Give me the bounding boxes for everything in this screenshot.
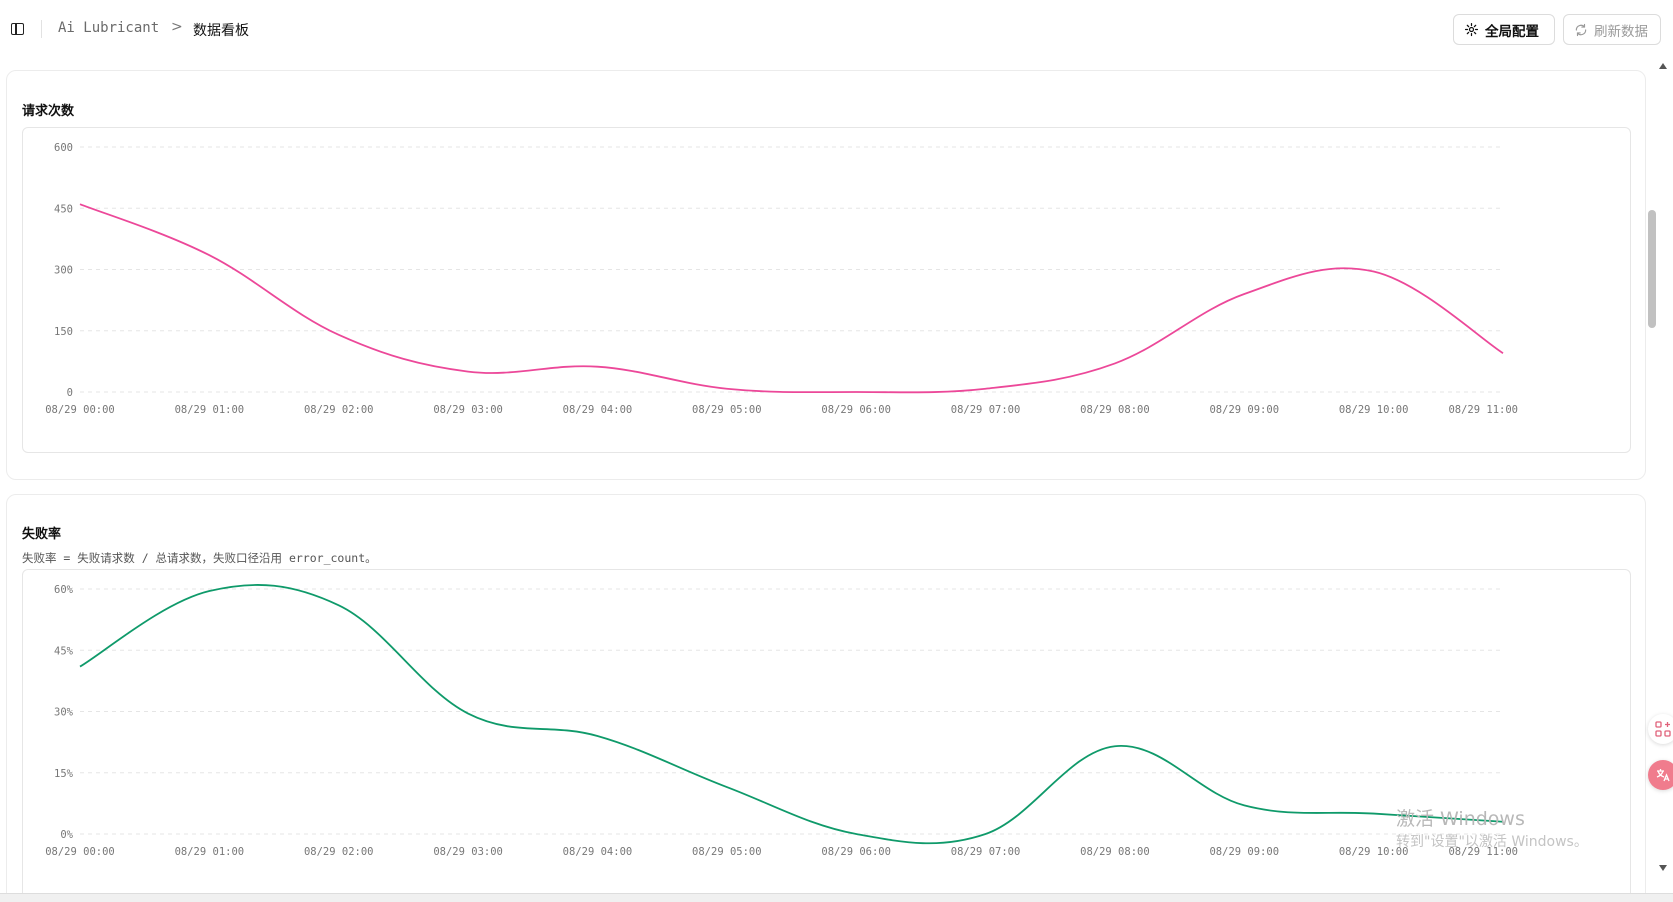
windows-activation-title: 激活 Windows (1396, 808, 1525, 830)
data-point[interactable] (336, 602, 342, 608)
data-point[interactable] (336, 332, 342, 338)
data-point[interactable] (1500, 350, 1506, 356)
x-tick-label: 08/29 09:00 (1209, 846, 1279, 858)
gear-icon (1464, 22, 1479, 37)
refresh-data-label: 刷新数据 (1594, 23, 1648, 40)
data-point[interactable] (77, 201, 83, 207)
page-title: 数据看板 (193, 23, 249, 39)
y-tick-label: 45% (54, 645, 74, 657)
x-tick-label: 08/29 01:00 (175, 846, 245, 858)
y-tick-label: 60% (54, 584, 74, 596)
y-tick-label: 300 (54, 265, 73, 277)
x-tick-label: 08/29 06:00 (821, 846, 891, 858)
x-tick-label: 08/29 05:00 (692, 404, 762, 416)
scroll-down-arrow-icon[interactable] (1659, 865, 1667, 871)
data-point[interactable] (983, 386, 989, 392)
x-tick-label: 08/29 04:00 (563, 846, 633, 858)
refresh-icon (1575, 23, 1587, 36)
failure-chart: 60% 45% 30% 15% 0% 08/29 00:00 08/29 01:00 08/2… (22, 569, 1631, 894)
x-tick-label: 08/29 11:00 (1448, 846, 1518, 858)
apps-sparkle-icon (1655, 721, 1671, 737)
data-point[interactable] (1112, 360, 1118, 366)
x-tick-label: 08/29 00:00 (45, 404, 115, 416)
data-point[interactable] (465, 369, 471, 375)
windows-activation-hint: 转到"设置"以激活 Windows。 (1396, 834, 1588, 850)
y-tick-label: 30% (54, 707, 74, 719)
data-point[interactable] (853, 831, 859, 837)
x-tick-label: 08/29 06:00 (821, 404, 891, 416)
failure-card-title: 失败率 (22, 527, 62, 542)
x-tick-label: 08/29 02:00 (304, 846, 374, 858)
data-point[interactable] (206, 588, 212, 594)
data-point[interactable] (1241, 802, 1247, 808)
x-tick-label: 08/29 11:00 (1448, 404, 1518, 416)
x-tick-label: 08/29 10:00 (1339, 846, 1409, 858)
data-point[interactable] (1112, 743, 1118, 749)
global-config-label: 全局配置 (1485, 23, 1539, 40)
sidebar-toggle-icon[interactable] (11, 23, 24, 35)
series-line (79, 584, 1504, 845)
y-tick-label: 150 (54, 326, 73, 338)
translate-icon (1656, 769, 1670, 782)
data-point[interactable] (724, 386, 730, 392)
data-point[interactable] (594, 364, 600, 370)
y-tick-label: 450 (54, 203, 73, 215)
failure-rate-card: 失败率 失败率 = 失败请求数 / 总请求数，失败口径沿用 error_coun… (6, 494, 1646, 894)
y-tick-label: 600 (54, 142, 73, 154)
x-tick-label: 08/29 07:00 (951, 404, 1021, 416)
series-line (79, 203, 1504, 394)
data-point[interactable] (1371, 811, 1377, 817)
requests-line-chart: 600 450 300 150 0 08/29 00:00 08/29 01:00 08/29… (45, 142, 1518, 416)
data-point[interactable] (465, 711, 471, 717)
data-point[interactable] (1241, 291, 1247, 297)
top-bar: Ai Lubricant > 数据看板 全局配置 刷新数据 (0, 0, 1673, 58)
x-tick-label: 08/29 02:00 (304, 404, 374, 416)
refresh-data-button[interactable]: 刷新数据 (1563, 14, 1661, 45)
x-tick-label: 08/29 08:00 (1080, 846, 1150, 858)
chevron-right-icon: > (171, 19, 183, 35)
data-point[interactable] (983, 831, 989, 837)
x-tick-label: 08/29 00:00 (45, 846, 115, 858)
floating-apps-button[interactable] (1648, 714, 1673, 744)
data-point[interactable] (724, 784, 730, 790)
global-config-button[interactable]: 全局配置 (1453, 14, 1555, 45)
failure-rate-line-chart: 60% 45% 30% 15% 0% 08/29 00:00 08/29 01:00 08/2… (45, 584, 1518, 858)
x-tick-label: 08/29 03:00 (433, 846, 503, 858)
data-point[interactable] (853, 389, 859, 395)
x-tick-label: 08/29 10:00 (1339, 404, 1409, 416)
floating-translate-button[interactable] (1648, 760, 1673, 790)
data-point[interactable] (594, 733, 600, 739)
y-tick-label: 0 (67, 387, 73, 399)
dashboard-content: 请求次数 600 450 300 150 0 08/29 00:00 08/29 01:00… (0, 58, 1652, 894)
breadcrumb-app[interactable]: Ai Lubricant (58, 20, 160, 36)
x-tick-label: 08/29 07:00 (951, 846, 1021, 858)
data-point[interactable] (1371, 269, 1377, 275)
scroll-up-arrow-icon[interactable] (1659, 63, 1667, 69)
x-tick-label: 08/29 09:00 (1209, 404, 1279, 416)
data-point[interactable] (77, 664, 83, 670)
y-tick-label: 0% (60, 829, 73, 841)
requests-card-title: 请求次数 (22, 104, 75, 119)
bottom-edge (0, 893, 1673, 902)
x-tick-label: 08/29 04:00 (563, 404, 633, 416)
x-tick-label: 08/29 05:00 (692, 846, 762, 858)
vertical-scrollbar[interactable] (1652, 58, 1673, 894)
divider (41, 20, 42, 38)
x-tick-label: 08/29 01:00 (175, 404, 245, 416)
requests-chart: 600 450 300 150 0 08/29 00:00 08/29 01:00 08/29… (22, 127, 1631, 453)
y-tick-label: 15% (54, 768, 74, 780)
x-tick-label: 08/29 08:00 (1080, 404, 1150, 416)
data-point[interactable] (206, 252, 212, 258)
x-tick-label: 08/29 03:00 (433, 404, 503, 416)
requests-card: 请求次数 600 450 300 150 0 08/29 00:00 08/29 01:00… (6, 70, 1646, 480)
failure-card-description: 失败率 = 失败请求数 / 总请求数，失败口径沿用 error_count。 (22, 551, 377, 565)
scrollbar-thumb[interactable] (1648, 210, 1656, 328)
